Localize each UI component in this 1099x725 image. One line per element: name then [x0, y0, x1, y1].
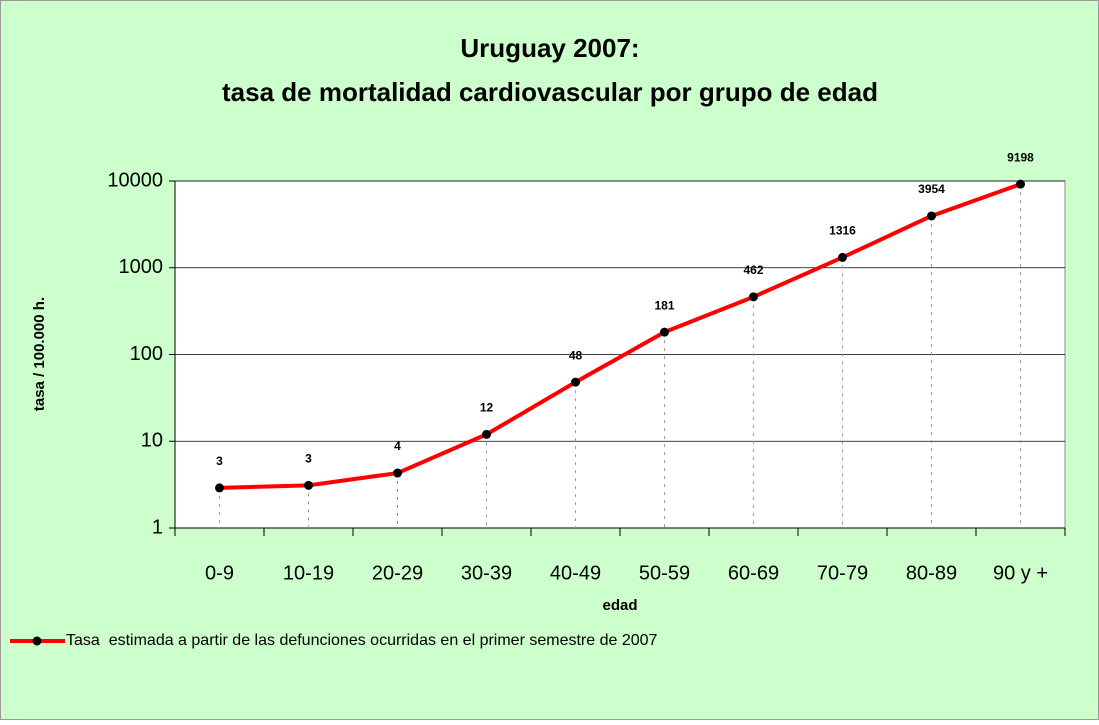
- data-label: 4: [394, 439, 401, 453]
- x-tick-label: 50-59: [639, 562, 690, 584]
- y-tick-label: 1000: [119, 256, 164, 278]
- y-tick-label: 100: [130, 343, 163, 365]
- x-tick-label: 60-69: [728, 562, 779, 584]
- data-point: [927, 211, 936, 221]
- data-label: 462: [743, 263, 763, 277]
- x-tick-label: 20-29: [372, 562, 423, 584]
- data-point: [749, 292, 758, 302]
- y-tick-label: 10: [141, 430, 163, 452]
- chart-title: tasa de mortalidad cardiovascular por gr…: [222, 77, 878, 107]
- x-tick-label: 80-89: [906, 562, 957, 584]
- chart-title: Uruguay 2007:: [460, 33, 639, 63]
- x-tick-label: 90 y +: [993, 562, 1048, 584]
- data-point: [393, 468, 402, 478]
- x-tick-label: 0-9: [205, 562, 234, 584]
- y-axis-label: tasa / 100.000 h.: [31, 297, 48, 411]
- x-axis-label: edad: [602, 597, 637, 614]
- data-label: 3954: [918, 182, 945, 196]
- data-point: [1016, 179, 1025, 189]
- y-tick-label: 1: [152, 516, 163, 538]
- data-label: 3: [305, 452, 312, 466]
- data-label: 12: [480, 401, 494, 415]
- data-label: 48: [569, 348, 583, 362]
- x-tick-label: 10-19: [283, 562, 334, 584]
- data-label: 1316: [829, 224, 856, 238]
- data-point: [304, 480, 313, 490]
- data-point: [571, 377, 580, 387]
- data-point: [482, 429, 491, 439]
- x-tick-label: 40-49: [550, 562, 601, 584]
- data-point: [838, 252, 847, 262]
- data-point: [215, 483, 224, 493]
- data-label: 9198: [1007, 150, 1034, 164]
- data-point: [660, 327, 669, 337]
- legend-label: Tasa estimada a partir de las defuncione…: [66, 632, 658, 649]
- y-tick-label: 10000: [107, 169, 163, 191]
- series-line: [219, 182, 1022, 490]
- x-tick-label: 70-79: [817, 562, 868, 584]
- data-label: 181: [654, 298, 674, 312]
- data-label: 3: [216, 454, 223, 468]
- x-tick-label: 30-39: [461, 562, 512, 584]
- legend-marker: [32, 636, 42, 646]
